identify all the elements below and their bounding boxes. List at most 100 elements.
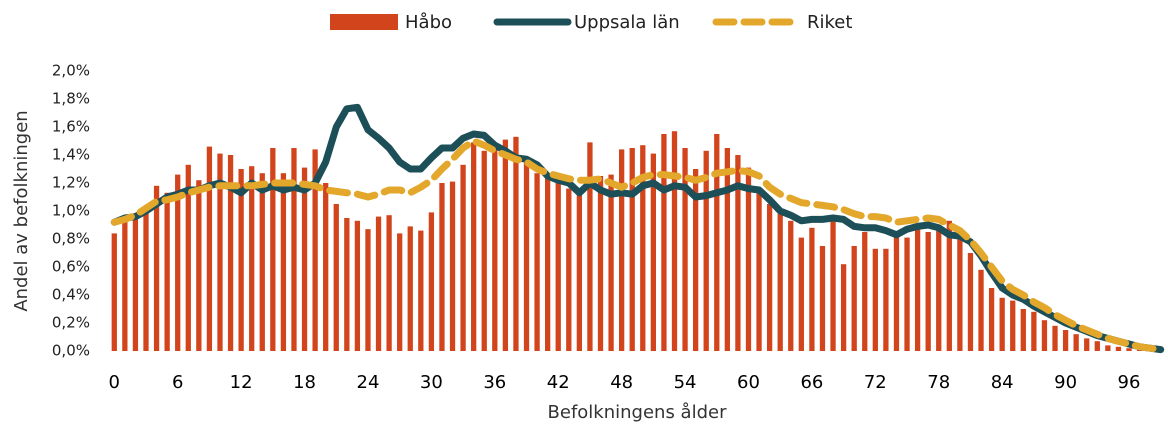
bar — [967, 253, 974, 351]
bar — [566, 188, 572, 351]
x-tick-label: 72 — [864, 372, 887, 393]
bar — [481, 150, 487, 351]
bar — [714, 134, 720, 351]
bar — [217, 153, 223, 351]
bar — [471, 142, 477, 351]
bar — [1010, 300, 1016, 351]
bar — [323, 183, 329, 351]
x-tick-label: 30 — [420, 372, 443, 393]
bar — [893, 233, 900, 351]
bar — [375, 216, 382, 351]
bar — [629, 148, 635, 351]
x-tick-label: 0 — [109, 372, 120, 393]
bar — [756, 188, 762, 351]
bar — [1041, 320, 1048, 351]
bar — [724, 148, 730, 351]
y-tick-label: 2,0% — [52, 62, 90, 80]
bar — [745, 167, 752, 351]
x-tick-label: 96 — [1118, 372, 1141, 393]
y-tick-label: 1,6% — [52, 118, 90, 136]
bar — [1073, 334, 1079, 351]
bar — [439, 183, 445, 351]
y-axis-title: Andel av befolkningen — [11, 110, 32, 311]
bar — [513, 136, 519, 351]
bar — [1031, 311, 1037, 351]
bar — [449, 181, 456, 351]
y-tick-label: 1,2% — [52, 174, 90, 192]
bar — [1052, 325, 1058, 351]
y-tick-label: 0,2% — [52, 314, 90, 332]
bar — [122, 220, 128, 351]
bar — [608, 174, 614, 351]
x-tick-label: 24 — [357, 372, 380, 393]
x-tick-label: 66 — [800, 372, 823, 393]
bar — [999, 297, 1005, 351]
bar — [227, 155, 234, 351]
bar — [988, 288, 995, 351]
bar — [132, 218, 139, 351]
bar — [534, 173, 540, 351]
bar — [777, 213, 783, 351]
bar — [1094, 341, 1100, 351]
bar — [809, 227, 815, 351]
x-tick-label: 90 — [1054, 372, 1077, 393]
bar — [270, 148, 276, 351]
bar — [936, 225, 942, 351]
bar — [312, 149, 318, 351]
bar — [819, 246, 826, 351]
bar — [957, 239, 963, 351]
bar — [291, 148, 297, 351]
bar — [555, 181, 561, 351]
bar — [671, 131, 678, 351]
bar — [386, 215, 392, 351]
bar — [914, 227, 921, 351]
bar — [206, 146, 213, 351]
x-tick-label: 42 — [547, 372, 570, 393]
bar — [238, 169, 244, 351]
bar — [1084, 338, 1090, 351]
bar — [344, 218, 350, 351]
bar — [407, 226, 413, 351]
bar — [143, 211, 149, 351]
bar — [619, 149, 625, 351]
bar — [766, 204, 773, 351]
y-tick-label: 0,8% — [52, 230, 90, 248]
x-tick-label: 78 — [927, 372, 950, 393]
bar — [661, 134, 667, 351]
bar — [418, 230, 424, 351]
y-tick-label: 1,0% — [52, 202, 90, 220]
bar — [492, 145, 498, 351]
bar — [185, 164, 191, 351]
bar — [650, 153, 656, 351]
bar — [830, 220, 836, 351]
bar — [502, 139, 509, 351]
bar — [862, 232, 868, 351]
bar — [682, 148, 688, 351]
bar — [196, 180, 202, 351]
bar — [428, 212, 435, 351]
x-tick-label: 36 — [483, 372, 506, 393]
bar — [365, 229, 371, 351]
bar — [978, 269, 984, 351]
bar — [576, 191, 583, 351]
bar — [259, 173, 265, 351]
bar — [111, 233, 117, 351]
bar — [883, 248, 889, 351]
bar — [735, 155, 741, 351]
bar — [1105, 345, 1111, 351]
bar — [872, 248, 878, 351]
bar — [249, 166, 255, 351]
x-tick-label: 12 — [230, 372, 253, 393]
bar — [597, 176, 604, 351]
bar — [523, 159, 530, 351]
bar — [788, 220, 794, 351]
bar — [153, 185, 160, 351]
line — [110, 103, 1165, 354]
legend-swatch — [330, 14, 398, 30]
legend-label: Riket — [807, 12, 852, 33]
bar — [1126, 348, 1132, 351]
x-tick-label: 84 — [991, 372, 1014, 393]
x-tick-label: 18 — [293, 372, 316, 393]
bar — [798, 237, 804, 351]
